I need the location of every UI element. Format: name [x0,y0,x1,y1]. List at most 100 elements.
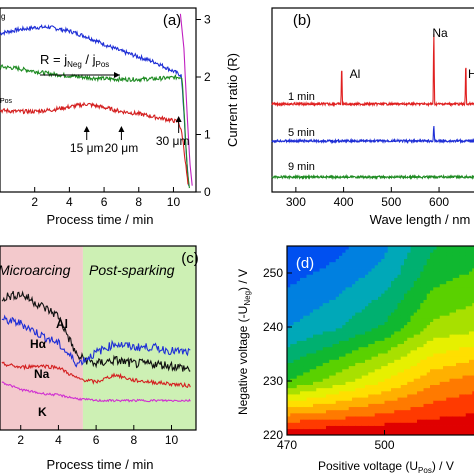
panel-d-contour-cell [420,334,424,338]
panel-d-contour-cell [417,346,421,351]
panel-d-contour-cell [430,268,434,272]
panel-d-contour-cell [306,390,311,395]
panel-d-contour-cell [449,412,454,417]
panel-d-contour-cell [394,274,398,278]
panel-d-contour-cell [465,400,470,404]
panel-d-contour-cell [339,277,343,282]
panel-d-contour-cell [368,252,372,256]
panel-d-contour-cell [342,264,346,269]
panel-d-contour-cell [469,372,473,376]
panel-d-contour-cell [400,419,405,423]
panel-d-contour-cell [365,340,369,345]
panel-d-contour-cell [430,290,434,294]
panel-d-contour-cell [365,264,369,269]
panel-a-x-tick-label: 2 [31,195,38,209]
panel-d-contour-cell [439,315,444,319]
panel-d-contour-cell [319,412,324,417]
panel-d-contour-cell [400,261,405,266]
panel-d-contour-cell [456,359,460,363]
panel-d-contour-cell [384,359,389,363]
panel-d-contour-cell [407,293,411,297]
panel-d-contour-cell [452,343,457,348]
panel-d-contour-cell [319,286,324,291]
panel-d-contour-cell [433,318,437,322]
panel-d-contour-cell [374,249,379,253]
panel-d-contour-cell [345,315,350,319]
panel-d-contour-cell [329,299,333,304]
panel-d-contour-cell [384,296,389,300]
panel-d-contour-cell [400,425,405,430]
panel-d-contour-cell [446,375,450,379]
panel-d-contour-cell [358,390,363,395]
panel-d-contour-cell [397,246,402,250]
panel-d-contour-cell [469,324,473,329]
panel-d-contour-cell [436,334,441,338]
panel-d-contour-cell [335,390,340,395]
panel-d-contour-cell [303,315,307,319]
panel-d-contour-cell [449,419,454,423]
panel-d-contour-cell [410,299,415,304]
panel-d-contour-cell [413,387,418,392]
panel-d-contour-cell [332,315,337,319]
panel-d-contour-cell [371,356,376,360]
panel-d-contour-cell [387,249,392,253]
panel-d-contour-cell [430,283,434,288]
panel-d-contour-cell [358,255,363,259]
panel-d-contour-cell [433,384,437,389]
panel-d-contour-cell [446,406,450,411]
panel-d-contour-cell [293,397,298,401]
panel-d-contour-cell [459,286,463,291]
panel-d-contour-cell [293,302,298,307]
panel-d-contour-cell [423,359,428,363]
panel-d-contour-cell [326,353,330,357]
panel-d-contour-cell [469,384,473,389]
panel-d-contour-cell [368,249,372,253]
panel-d-contour-cell [446,312,450,316]
panel-d-contour-cell [329,296,333,300]
panel-d-contour-cell [335,431,340,436]
panel-d-contour-cell [449,302,454,307]
panel-d-contour-cell [322,283,327,288]
panel-d-contour-cell [345,381,350,385]
panel-d-contour-cell [303,271,307,275]
panel-d-contour-cell [290,280,294,285]
panel-d-contour-cell [348,293,353,297]
panel-d-contour-cell [335,268,340,272]
panel-d-contour-cell [449,290,454,294]
panel-d-contour-cell [397,375,402,379]
panel-d-contour-cell [303,340,307,345]
panel-d-contour-cell [296,397,301,401]
panel-d-contour-cell [397,394,402,398]
panel-d-contour-cell [391,372,395,376]
panel-d-contour-cell [407,349,411,354]
panel-d-contour-cell [355,283,359,288]
panel-d-contour-cell [430,412,434,417]
panel-d-contour-cell [407,419,411,423]
panel-d-contour-cell [407,346,411,351]
panel-d-contour-cell [374,375,379,379]
panel-d-contour-cell [335,412,340,417]
panel-d-contour-cell [394,353,398,357]
panel-d-contour-cell [459,309,463,313]
panel-d-contour-cell [306,277,311,282]
panel-d-contour-cell [358,305,363,310]
panel-d-contour-cell [387,261,392,266]
panel-d-contour-cell [407,387,411,392]
panel-d-contour-cell [413,409,418,414]
panel-d-contour-cell [303,321,307,326]
panel-d-contour-cell [452,390,457,395]
panel-d-contour-cell [426,277,431,282]
panel-d-contour-cell [394,419,398,423]
panel-d-contour-cell [452,372,457,376]
panel-d-contour-cell [472,293,474,297]
panel-d-contour-cell [426,302,431,307]
panel-d-contour-cell [309,252,314,256]
panel-d-contour-cell [361,331,366,335]
panel-d-contour-cell [345,359,350,363]
panel-d-contour-cell [339,400,343,404]
panel-d-contour-cell [400,372,405,376]
panel-d-contour-cell [352,264,356,269]
panel-d-contour-cell [290,378,294,382]
panel-d-contour-cell [309,387,314,392]
panel-a-series-line-3 [0,101,189,185]
